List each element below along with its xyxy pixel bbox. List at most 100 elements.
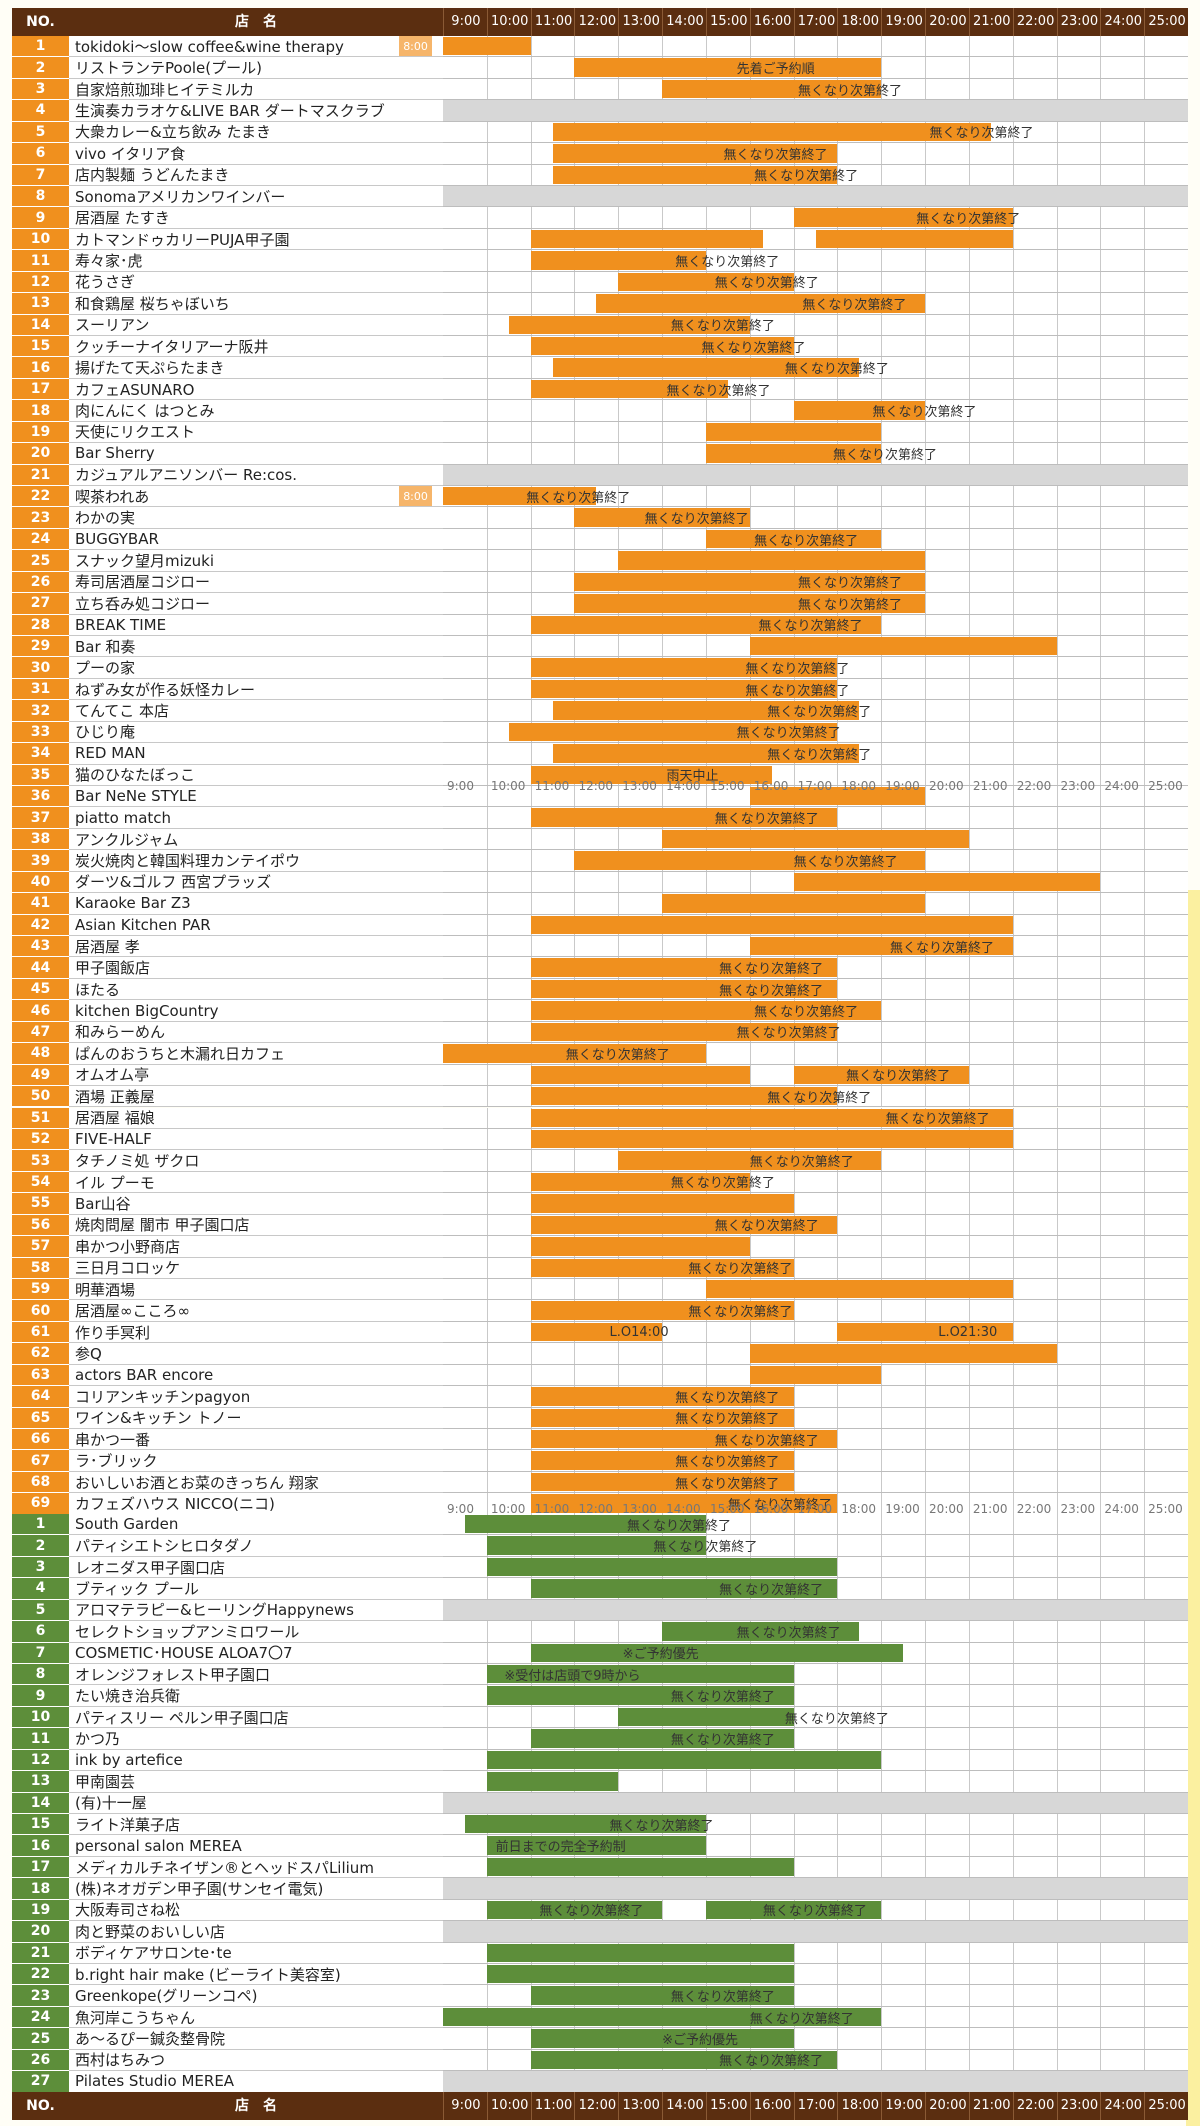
grid-line <box>1144 1450 1146 1471</box>
grid-line <box>486 121 488 143</box>
schedule-row: 17 メディカルチネイザン®とヘッドスパLilium <box>12 1856 1188 1879</box>
grid-line <box>705 1814 707 1835</box>
bar-note: 無くなり次第終了 <box>670 1690 775 1706</box>
grid-line <box>925 764 927 786</box>
time-grid: 無くなり次第終了 <box>443 1021 1188 1044</box>
time-grid: 無くなり次第終了 <box>443 357 1188 379</box>
grid-line <box>486 207 488 228</box>
grid-line <box>925 1685 927 1706</box>
hours-bar <box>486 1536 706 1555</box>
row-number: 2 <box>12 57 69 79</box>
grid-line <box>1100 293 1102 314</box>
grid-line <box>1012 1535 1014 1556</box>
grid-line <box>925 721 927 743</box>
shop-name: Sonomaアメリカンワインバー <box>69 186 443 208</box>
shop-name: たい焼き治兵衛 <box>69 1685 443 1707</box>
grid-line <box>1144 1985 1146 2006</box>
grid-line <box>968 36 970 57</box>
closed-row-fill <box>443 1599 1188 1621</box>
schedule-row: 39 炭火焼肉と韓国料理カンテイポウ 無くなり次第終了 <box>12 850 1188 872</box>
grid-line <box>530 893 532 914</box>
grid-line <box>968 1664 970 1685</box>
grid-line <box>1012 421 1014 443</box>
grid-line <box>1012 1300 1014 1321</box>
grid-line <box>662 528 664 550</box>
hour-label: 18:00 <box>841 1502 876 1516</box>
grid-line <box>486 678 488 700</box>
shop-name: 酒場 正義屋 <box>69 1086 443 1108</box>
grid-line <box>1056 1064 1058 1086</box>
grid-line <box>662 443 664 464</box>
grid-line <box>1012 1214 1014 1236</box>
grid-line <box>925 271 927 293</box>
grid-line <box>968 336 970 357</box>
bar-note: 無くなり次第終了 <box>719 983 824 999</box>
hours-bar <box>618 272 794 292</box>
grid-line <box>1056 1021 1058 1043</box>
hour-label: 17:00 <box>797 779 833 793</box>
shop-name: クッチーナイタリアーナ阪井 <box>69 336 443 358</box>
schedule-row: 16 personal salon MEREA 前日までの完全予約制 <box>12 1835 1188 1857</box>
bar-note: 無くなり次第終了 <box>719 2054 824 2070</box>
grid-line <box>925 1642 927 1663</box>
grid-line <box>1100 1128 1102 1150</box>
bar-note: 無くなり次第終了 <box>714 276 819 292</box>
grid-line <box>881 1407 883 1428</box>
grid-line <box>837 1942 839 1964</box>
time-grid: L.O14:00 L.O21:30 <box>443 1321 1188 1344</box>
shop-name: カフェズハウス NICCO(ニコ) <box>69 1493 443 1515</box>
grid-line <box>486 1021 488 1043</box>
grid-line <box>530 78 532 100</box>
hour-label-strip: 9:00 10:00 11:00 12:00 13:00 14:00 15:00 16:00 1… <box>0 779 1200 793</box>
grid-line <box>1056 228 1058 250</box>
grid-line <box>925 1257 927 1278</box>
shop-name: ダーツ&ゴルフ 西宮プラッズ <box>69 871 443 894</box>
hours-bar <box>749 937 1013 956</box>
grid-line <box>837 1835 839 1856</box>
grid-line <box>1144 1942 1146 1964</box>
grid-line <box>1100 421 1102 443</box>
grid-line <box>881 1985 883 2006</box>
grid-line <box>968 1685 970 1706</box>
time-grid <box>443 871 1188 894</box>
row-number: 11 <box>12 250 69 272</box>
time-grid: 無くなり次第終了 <box>443 807 1188 829</box>
grid-line <box>925 314 927 335</box>
schedule-row: 16 揚げたて天ぷらたまき 無くなり次第終了 <box>12 357 1188 379</box>
time-grid <box>443 228 1188 251</box>
schedule-row: 26 西村はちみつ 無くなり次第終了 <box>12 2049 1188 2072</box>
grid-line <box>968 828 970 850</box>
schedule-row: 57 串かつ小野商店 <box>12 1236 1188 1258</box>
bar-note: 無くなり次第終了 <box>767 1090 872 1106</box>
bar-note: 無くなり次第終了 <box>670 319 775 335</box>
hour-label: 24:00 <box>1104 1502 1139 1516</box>
grid-line <box>1144 700 1146 721</box>
grid-line <box>881 721 883 743</box>
shop-name: 生演奏カラオケ&LIVE BAR ダートマスクラブ <box>69 100 443 122</box>
hours-bar <box>749 637 1057 656</box>
grid-line <box>1012 571 1014 593</box>
grid-line <box>1012 1193 1014 1214</box>
grid-line <box>1012 828 1014 850</box>
schedule-row: 51 居酒屋 福娘 無くなり次第終了 <box>12 1107 1188 1129</box>
grid-line <box>1100 1150 1102 1171</box>
time-grid: 無くなり次第終了 <box>443 700 1188 722</box>
schedule-row: 49 オムオム亭 無くなり次第終了 <box>12 1064 1188 1087</box>
grid-line <box>1100 1706 1102 1728</box>
hours-bar <box>530 1065 750 1085</box>
grid-line <box>1012 250 1014 271</box>
hours-bar <box>486 1686 794 1705</box>
grid-line <box>1012 850 1014 871</box>
header-hour: 10:00 <box>486 8 532 36</box>
header-hour: 12:00 <box>574 2092 619 2120</box>
shop-name: 居酒屋∞こころ∞ <box>69 1300 443 1322</box>
hours-bar <box>486 1557 838 1577</box>
row-number: 23 <box>12 1985 69 2007</box>
grid-line <box>1056 1150 1058 1171</box>
hour-label: 22:00 <box>1016 779 1052 793</box>
grid-line <box>881 1386 883 1407</box>
grid-line <box>1056 36 1058 57</box>
shop-name: カトマンドゥカリーPUJA甲子園 <box>69 228 443 251</box>
grid-line <box>574 1364 576 1386</box>
schedule-row: 22 b.right hair make (ビーライト美容室) <box>12 1964 1188 1986</box>
